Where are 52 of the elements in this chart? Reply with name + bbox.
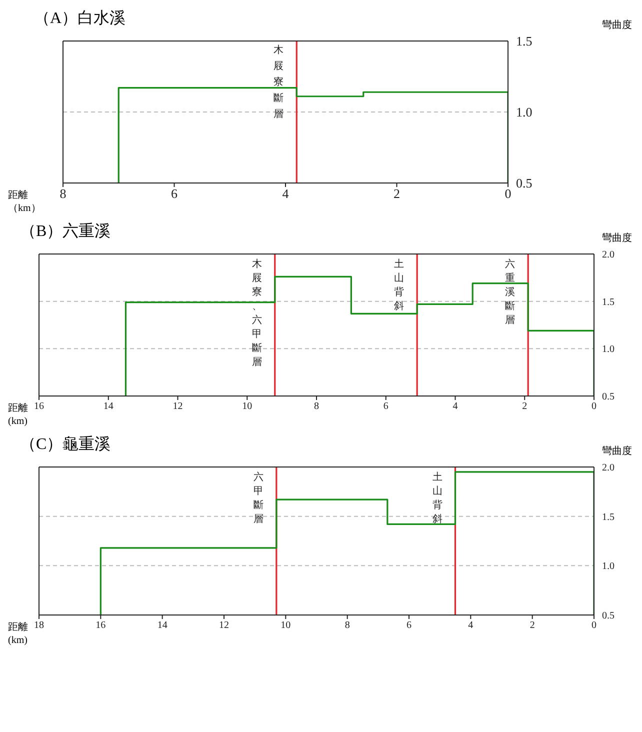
- y-axis-title: 彎曲度: [602, 444, 633, 458]
- x-tick-label: 16: [34, 401, 44, 412]
- x-tick-label: 18: [34, 620, 44, 632]
- x-tick-label: 0: [592, 401, 596, 412]
- chart-title: （C）龜重溪: [19, 434, 111, 455]
- chart-title: （A）白水溪: [33, 8, 126, 29]
- x-tick-label: 0: [504, 186, 512, 202]
- y-tick-label: 1.0: [602, 344, 614, 356]
- x-axis-title: 距離（km）: [8, 189, 41, 215]
- ref-line-label: 木屐寮斷層: [274, 44, 284, 120]
- y-tick-label: 0.5: [602, 610, 614, 622]
- y-tick-label: 2.0: [602, 250, 614, 261]
- x-tick-label: 8: [344, 620, 350, 632]
- ref-line-label: 木屐寮、六甲斷層: [252, 258, 262, 368]
- x-tick-label: 14: [157, 620, 168, 632]
- ref-line-label: 六甲斷層: [253, 471, 264, 525]
- y-tick-label: 1.0: [602, 561, 614, 572]
- y-tick-label: 1.5: [516, 34, 532, 49]
- x-tick-label: 2: [394, 186, 400, 202]
- x-tick-label: 6: [406, 620, 412, 632]
- ref-line-label: 土山背斜: [394, 258, 404, 312]
- y-tick-label: 2.0: [602, 462, 614, 474]
- y-tick-label: 1.5: [602, 512, 614, 523]
- y-axis-title: 彎曲度: [602, 18, 633, 32]
- x-axis-title: 距離(km): [8, 403, 28, 427]
- chart-title: （B）六重溪: [19, 222, 111, 242]
- x-tick-label: 12: [172, 401, 183, 412]
- y-axis-title: 彎曲度: [602, 232, 633, 245]
- x-tick-label: 12: [219, 620, 229, 632]
- x-tick-label: 2: [522, 401, 528, 412]
- x-tick-label: 10: [242, 401, 252, 412]
- y-tick-label: 0.5: [516, 176, 532, 191]
- ref-line-label: 六重溪斷層: [505, 258, 516, 326]
- x-tick-label: 6: [171, 186, 178, 202]
- x-tick-label: 2: [530, 620, 535, 632]
- x-tick-label: 4: [282, 186, 290, 202]
- x-tick-label: 0: [592, 620, 596, 632]
- x-tick-label: 8: [314, 401, 319, 412]
- y-tick-label: 1.5: [602, 296, 614, 308]
- x-tick-label: 10: [280, 620, 291, 632]
- line-series: [118, 87, 508, 183]
- y-tick-label: 1.0: [516, 104, 532, 120]
- line-series: [100, 471, 594, 615]
- x-tick-label: 16: [96, 620, 106, 632]
- y-tick-label: 0.5: [602, 392, 614, 403]
- x-axis-title: 距離(km): [8, 622, 28, 646]
- x-tick-label: 14: [103, 401, 114, 412]
- x-tick-label: 8: [60, 186, 66, 202]
- x-tick-label: 4: [452, 401, 458, 412]
- x-tick-label: 4: [468, 620, 474, 632]
- ref-line-label: 土山背斜: [432, 471, 442, 525]
- x-tick-label: 6: [383, 401, 388, 412]
